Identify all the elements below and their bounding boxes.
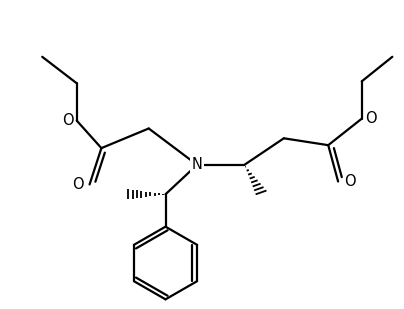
Text: O: O (72, 177, 84, 192)
Text: O: O (62, 113, 74, 128)
Text: N: N (191, 157, 202, 172)
Text: O: O (344, 174, 356, 189)
Text: O: O (365, 111, 377, 126)
